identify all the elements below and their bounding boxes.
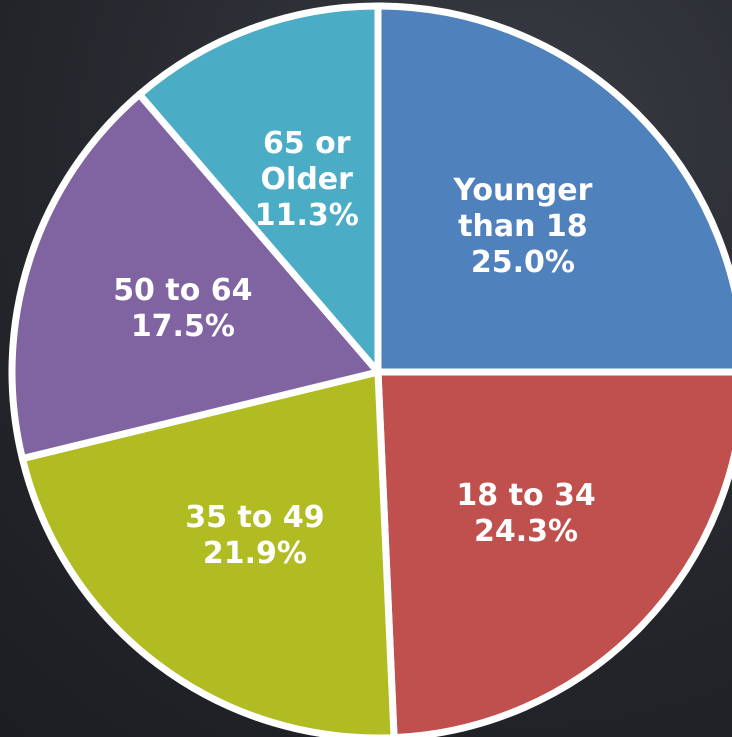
pie-slice — [374, 368, 732, 737]
value-label: 25.0% — [470, 245, 575, 281]
category-label: Younger than 18 — [453, 173, 593, 245]
slice-label: Younger than 18 25.0% — [443, 173, 603, 281]
slice-label: 65 or Older 11.3% — [227, 126, 387, 234]
slice-label: 35 to 49 21.9% — [175, 500, 335, 572]
value-label: 17.5% — [130, 309, 235, 345]
category-label: 18 to 34 — [456, 477, 596, 513]
pie-slice — [135, 2, 382, 376]
slice-label: 18 to 34 24.3% — [446, 478, 606, 550]
slice-label: 50 to 64 17.5% — [103, 273, 263, 345]
pie-slice — [374, 2, 732, 376]
pie-slice — [8, 90, 382, 463]
category-label: 35 to 49 — [185, 499, 325, 535]
pie-slice — [18, 368, 398, 737]
value-label: 21.9% — [202, 535, 307, 571]
category-label: 65 or Older — [260, 125, 353, 197]
value-label: 24.3% — [474, 513, 579, 549]
value-label: 11.3% — [254, 197, 359, 233]
category-label: 50 to 64 — [113, 273, 253, 309]
